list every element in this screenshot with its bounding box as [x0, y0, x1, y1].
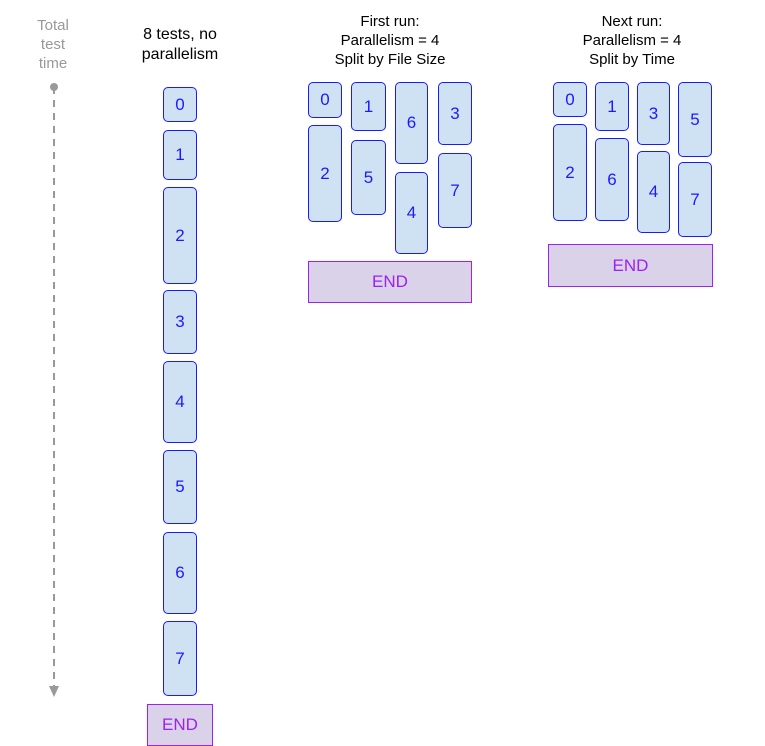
test-block: 7	[678, 162, 712, 237]
axis-label: Total test time	[25, 16, 81, 73]
test-block: 0	[163, 87, 197, 122]
column-title-first-run: First run: Parallelism = 4 Split by File…	[310, 12, 470, 69]
test-block: 2	[553, 124, 587, 221]
end-block: END	[308, 261, 472, 303]
test-block: 2	[308, 125, 342, 222]
test-block: 7	[163, 621, 197, 696]
test-block: 6	[163, 532, 197, 614]
test-block: 5	[163, 450, 197, 524]
title-line: 8 tests, no	[143, 26, 217, 43]
test-block: 4	[395, 172, 428, 254]
test-block: 2	[163, 187, 197, 284]
column-title-sequential: 8 tests, no parallelism	[120, 25, 240, 65]
test-block: 4	[637, 151, 670, 233]
test-block: 6	[595, 138, 629, 221]
title-line: Parallelism = 4	[582, 32, 682, 49]
column-title-next-run: Next run: Parallelism = 4 Split by Time	[552, 12, 712, 69]
title-line: First run:	[360, 13, 420, 30]
end-block: END	[548, 244, 713, 287]
test-block: 5	[351, 140, 386, 215]
test-block: 5	[678, 82, 712, 157]
axis-label-line: Total	[37, 17, 69, 34]
test-block: 1	[595, 82, 629, 131]
test-block: 3	[163, 290, 197, 354]
title-line: Next run:	[601, 13, 663, 30]
test-block: 7	[438, 153, 472, 228]
axis-label-line: test	[40, 36, 66, 53]
test-block: 0	[308, 82, 342, 118]
axis-label-line: time	[38, 55, 68, 72]
test-block: 6	[395, 82, 428, 164]
test-block: 1	[351, 82, 386, 131]
test-block: 0	[553, 82, 587, 117]
test-block: 4	[163, 361, 197, 443]
test-block: 1	[163, 130, 197, 180]
title-line: Split by Time	[589, 51, 675, 68]
title-line: parallelism	[141, 46, 219, 63]
test-block: 3	[637, 82, 670, 145]
title-line: Parallelism = 4	[340, 32, 440, 49]
end-block: END	[147, 704, 213, 746]
title-line: Split by File Size	[334, 51, 446, 68]
test-block: 3	[438, 82, 472, 145]
